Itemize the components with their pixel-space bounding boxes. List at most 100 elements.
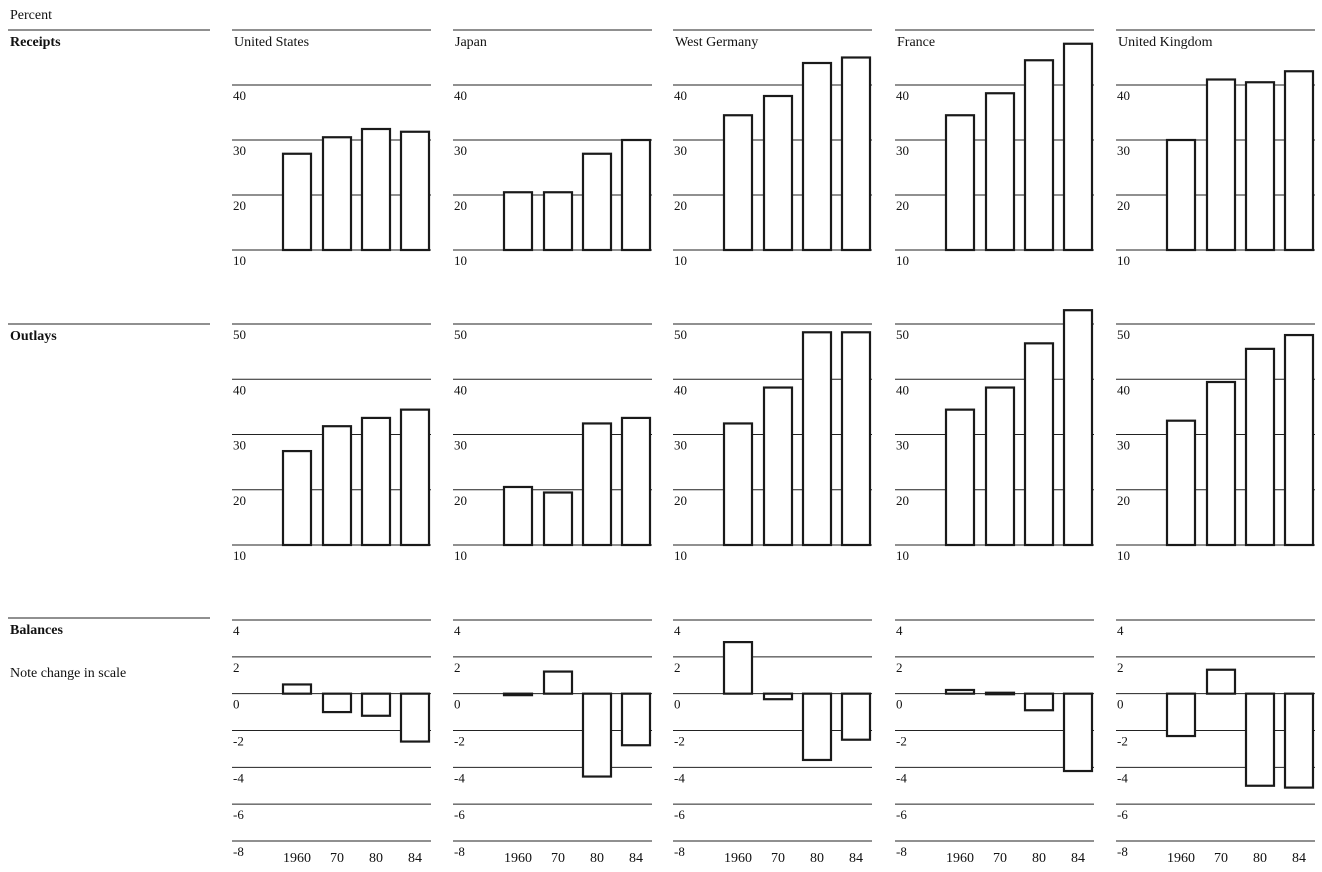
- tick-label-balances-united-states: -6: [233, 807, 244, 822]
- bar-outlays-united-states-70: [321, 425, 353, 547]
- country-title-west-germany: West Germany: [675, 35, 758, 50]
- tick-label-balances-japan: 2: [454, 660, 461, 675]
- tick-label-balances-west-germany: -6: [674, 807, 685, 822]
- tick-label-balances-united-states: -8: [233, 844, 244, 859]
- bar-balances-united-states-80: [360, 692, 392, 717]
- tick-label-receipts-japan: 40: [454, 88, 467, 103]
- category-label-france-70: 70: [993, 851, 1007, 866]
- category-label-united-kingdom-84: 84: [1292, 851, 1306, 866]
- tick-label-outlays-france: 30: [896, 438, 909, 453]
- tick-label-balances-united-kingdom: 4: [1117, 623, 1124, 638]
- tick-label-outlays-france: 10: [896, 548, 909, 563]
- tick-label-balances-japan: -4: [454, 770, 465, 785]
- tick-label-receipts-united-kingdom: 10: [1117, 253, 1130, 268]
- bar-outlays-united-kingdom-80: [1244, 347, 1276, 547]
- bar-outlays-united-kingdom-70: [1205, 380, 1237, 547]
- tick-label-balances-west-germany: 4: [674, 623, 681, 638]
- tick-label-outlays-united-states: 50: [233, 327, 246, 342]
- bar-receipts-united-states-84: [399, 130, 431, 252]
- tick-label-balances-west-germany: -2: [674, 734, 685, 749]
- bar-receipts-united-states-1960: [281, 152, 313, 252]
- bar-balances-united-states-1960: [281, 683, 313, 695]
- bar-balances-france-1960: [944, 688, 976, 695]
- tick-label-receipts-united-kingdom: 20: [1117, 198, 1130, 213]
- tick-label-balances-united-kingdom: 0: [1117, 697, 1124, 712]
- category-label-united-states-1960: 1960: [283, 851, 311, 866]
- tick-label-balances-united-states: 2: [233, 660, 240, 675]
- tick-label-receipts-japan: 30: [454, 143, 467, 158]
- bar-balances-japan-80: [581, 692, 613, 778]
- bar-balances-united-kingdom-80: [1244, 692, 1276, 787]
- tick-label-balances-united-kingdom: -2: [1117, 734, 1128, 749]
- bar-receipts-west-germany-1960: [722, 114, 754, 252]
- tick-label-balances-france: 2: [896, 660, 903, 675]
- bar-outlays-france-80: [1023, 342, 1055, 547]
- tick-label-outlays-west-germany: 40: [674, 382, 687, 397]
- tick-label-outlays-united-states: 20: [233, 493, 246, 508]
- tick-label-balances-united-kingdom: -8: [1117, 844, 1128, 859]
- bar-receipts-united-kingdom-80: [1244, 81, 1276, 252]
- bar-outlays-japan-70: [542, 491, 574, 547]
- tick-label-receipts-west-germany: 30: [674, 143, 687, 158]
- scale-note: Note change in scale: [10, 666, 126, 681]
- bar-balances-united-kingdom-70: [1205, 668, 1237, 695]
- bar-receipts-west-germany-70: [762, 94, 794, 252]
- country-title-united-kingdom: United Kingdom: [1118, 35, 1213, 50]
- tick-label-outlays-france: 40: [896, 382, 909, 397]
- tick-label-balances-france: -6: [896, 807, 907, 822]
- bar-outlays-west-germany-1960: [722, 422, 754, 547]
- bar-balances-france-70: [984, 691, 1016, 696]
- bar-receipts-france-80: [1023, 59, 1055, 252]
- bar-outlays-france-1960: [944, 408, 976, 547]
- bar-receipts-japan-1960: [502, 191, 534, 252]
- tick-label-outlays-united-kingdom: 10: [1117, 548, 1130, 563]
- bar-outlays-west-germany-80: [801, 331, 833, 547]
- country-title-united-states: United States: [234, 35, 309, 50]
- bar-balances-united-kingdom-84: [1283, 692, 1315, 789]
- bar-balances-japan-70: [542, 670, 574, 695]
- bar-outlays-japan-1960: [502, 485, 534, 547]
- row-title-balances: Balances: [10, 623, 63, 638]
- tick-label-outlays-west-germany: 50: [674, 327, 687, 342]
- tick-label-outlays-west-germany: 30: [674, 438, 687, 453]
- tick-label-outlays-united-kingdom: 20: [1117, 493, 1130, 508]
- tick-label-outlays-west-germany: 10: [674, 548, 687, 563]
- tick-label-outlays-japan: 30: [454, 438, 467, 453]
- tick-label-receipts-france: 30: [896, 143, 909, 158]
- bar-outlays-united-states-80: [360, 416, 392, 547]
- tick-label-balances-west-germany: 0: [674, 697, 681, 712]
- tick-label-balances-japan: -6: [454, 807, 465, 822]
- unit-label: Percent: [10, 8, 52, 23]
- category-label-west-germany-1960: 1960: [724, 851, 752, 866]
- bar-balances-west-germany-84: [840, 692, 872, 741]
- bar-receipts-japan-80: [581, 152, 613, 252]
- category-label-france-80: 80: [1032, 851, 1046, 866]
- tick-label-balances-west-germany: 2: [674, 660, 681, 675]
- tick-label-outlays-japan: 10: [454, 548, 467, 563]
- bar-receipts-west-germany-80: [801, 61, 833, 252]
- category-label-japan-70: 70: [551, 851, 565, 866]
- bar-outlays-france-70: [984, 386, 1016, 547]
- bar-outlays-united-kingdom-84: [1283, 333, 1315, 547]
- tick-label-balances-united-states: 0: [233, 697, 240, 712]
- tick-label-balances-united-kingdom: -6: [1117, 807, 1128, 822]
- tick-label-outlays-west-germany: 20: [674, 493, 687, 508]
- bar-balances-west-germany-70: [762, 692, 794, 701]
- tick-label-balances-japan: 0: [454, 697, 461, 712]
- bar-outlays-japan-80: [581, 422, 613, 547]
- tick-label-balances-france: -2: [896, 734, 907, 749]
- tick-label-balances-united-kingdom: -4: [1117, 770, 1128, 785]
- tick-label-outlays-united-kingdom: 40: [1117, 382, 1130, 397]
- bar-receipts-united-states-70: [321, 136, 353, 252]
- bar-outlays-japan-84: [620, 416, 652, 547]
- bar-receipts-united-states-80: [360, 127, 392, 252]
- tick-label-receipts-united-states: 20: [233, 198, 246, 213]
- tick-label-outlays-united-states: 10: [233, 548, 246, 563]
- bar-balances-united-kingdom-1960: [1165, 692, 1197, 738]
- tick-label-receipts-united-states: 10: [233, 253, 246, 268]
- bar-receipts-united-kingdom-1960: [1165, 138, 1197, 252]
- tick-label-balances-france: -4: [896, 770, 907, 785]
- tick-label-receipts-japan: 10: [454, 253, 467, 268]
- bar-receipts-japan-84: [620, 138, 652, 252]
